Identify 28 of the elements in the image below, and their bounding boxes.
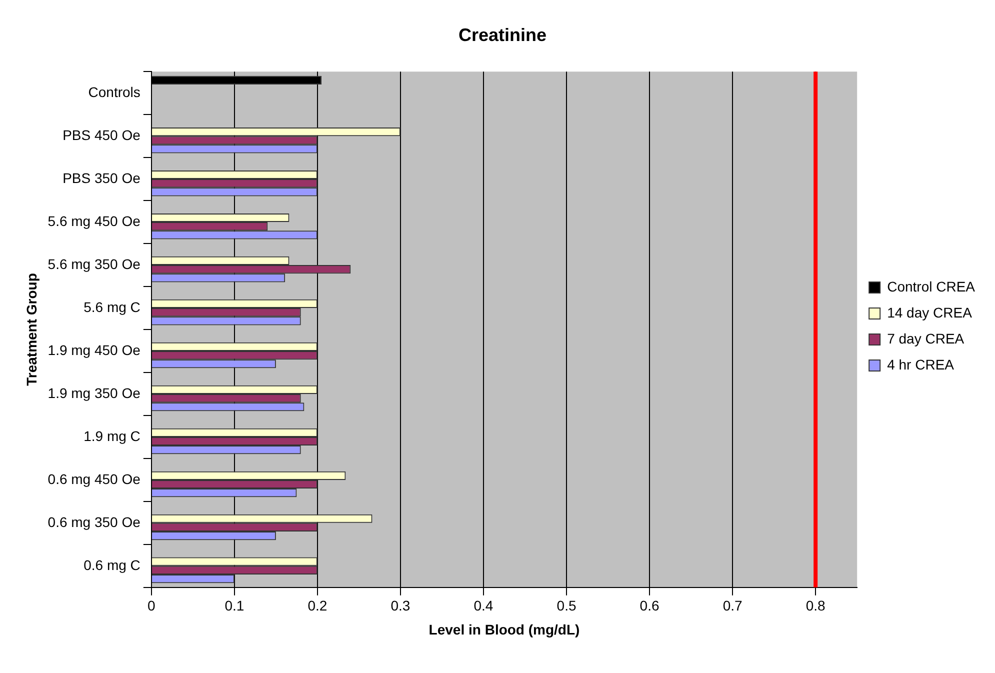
y-tick-label: 0.6 mg C xyxy=(84,556,140,573)
legend-label: 14 day CREA xyxy=(887,304,973,320)
y-tick-label: Controls xyxy=(88,84,140,100)
x-tick-label: 0.1 xyxy=(224,598,244,614)
x-tick-label: 0.6 xyxy=(640,598,660,614)
y-tick-label: 1.9 mg 350 Oe xyxy=(48,384,141,401)
y-tick-label: 5.6 mg 350 Oe xyxy=(48,256,141,272)
x-tick-label: 0.8 xyxy=(806,598,826,614)
legend-label: 4 hr CREA xyxy=(887,356,955,372)
x-tick-label: 0 xyxy=(148,598,156,614)
chart-title: Creatinine xyxy=(458,24,547,45)
x-tick-label: 0.5 xyxy=(556,598,576,614)
y-tick-label: PBS 350 Oe xyxy=(62,170,141,186)
y-tick-label: 0.6 mg 350 Oe xyxy=(48,514,141,530)
legend-label: 7 day CREA xyxy=(887,330,965,346)
y-tick-label: 1.9 mg 450 Oe xyxy=(48,342,141,358)
y-tick-label: 0.6 mg 450 Oe xyxy=(48,470,141,487)
legend-label: Control CREA xyxy=(887,278,976,294)
x-tick-label: 0.7 xyxy=(722,598,742,614)
x-tick-label: 0.4 xyxy=(474,598,494,614)
x-tick-label: 0.2 xyxy=(308,598,328,614)
x-axis-title: Level in Blood (mg/dL) xyxy=(428,621,580,638)
y-tick-label: 1.9 mg C xyxy=(84,428,140,444)
x-tick-label: 0.3 xyxy=(390,598,410,614)
y-axis-title: Treatment Group xyxy=(23,273,40,386)
y-tick-label: 5.6 mg C xyxy=(84,298,140,315)
y-tick-label: 5.6 mg 450 Oe xyxy=(48,212,141,229)
y-tick-label: PBS 450 Oe xyxy=(62,126,141,143)
